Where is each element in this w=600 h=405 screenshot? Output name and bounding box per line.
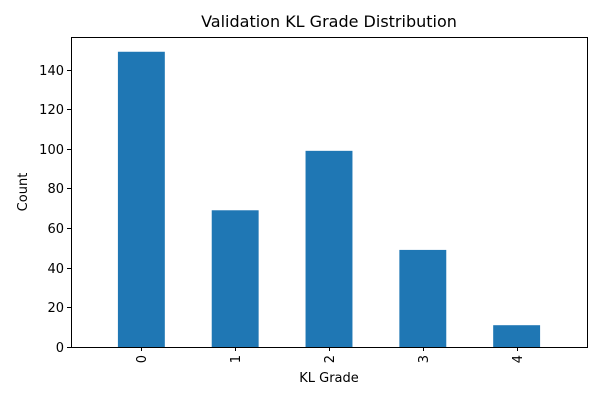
y-tick-label: 40 xyxy=(47,262,64,277)
y-tick-label: 20 xyxy=(47,301,64,316)
x-tick-label: 4 xyxy=(511,355,526,363)
y-tick-label: 120 xyxy=(39,103,64,118)
x-tick-label: 2 xyxy=(323,355,338,363)
y-tick-label: 0 xyxy=(56,341,64,356)
x-tick-label: 3 xyxy=(417,355,432,363)
x-tick-label: 0 xyxy=(135,355,150,363)
chart-title: Validation KL Grade Distribution xyxy=(201,12,457,31)
bar-1 xyxy=(211,210,259,347)
y-tick-label: 60 xyxy=(47,222,64,237)
y-tick-label: 100 xyxy=(39,143,64,158)
y-axis: 0 20 40 60 80 100 120 140 xyxy=(39,64,71,356)
plot-frame xyxy=(71,37,588,348)
bar-2 xyxy=(305,150,353,347)
bar-4 xyxy=(493,325,541,347)
bar-3 xyxy=(399,249,447,347)
y-tick-label: 140 xyxy=(39,64,64,79)
bar-0 xyxy=(117,51,165,348)
x-axis: 0 1 2 3 4 xyxy=(135,347,526,363)
bars-group xyxy=(117,51,541,348)
x-tick-label: 1 xyxy=(229,355,244,363)
y-tick-label: 80 xyxy=(47,182,64,197)
y-axis-title: Count xyxy=(16,173,31,212)
x-axis-title: KL Grade xyxy=(299,371,359,386)
